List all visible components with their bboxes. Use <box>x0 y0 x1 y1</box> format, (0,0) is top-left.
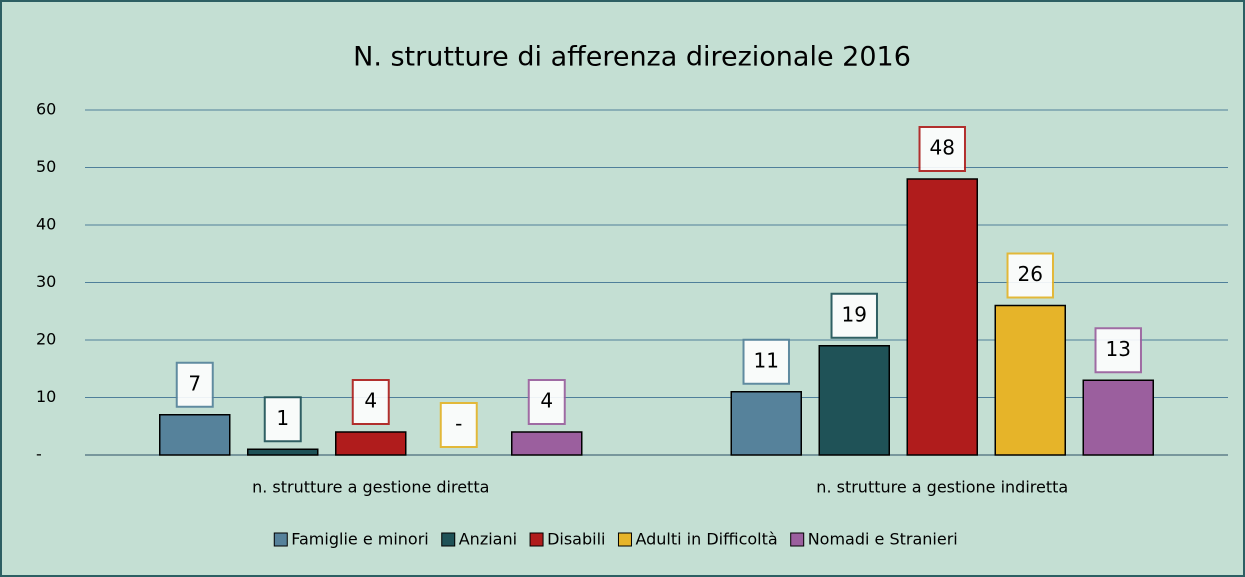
data-label-box <box>830 292 878 339</box>
bar <box>1082 379 1154 456</box>
data-label-box <box>1006 252 1054 299</box>
data-label: 7 <box>188 371 201 395</box>
data-label: 13 <box>1106 337 1131 361</box>
legend-label: Adulti in Difficoltà <box>635 530 777 549</box>
bar <box>159 414 231 456</box>
legend-label: Famiglie e minori <box>291 530 428 549</box>
data-label: 4 <box>540 389 553 413</box>
legend-swatch <box>441 532 456 547</box>
y-tick-label: 20 <box>36 330 56 349</box>
bar <box>994 304 1066 456</box>
data-label: 1 <box>276 406 289 430</box>
bar <box>335 431 407 456</box>
bar <box>818 345 890 456</box>
y-tick-label: 40 <box>36 215 56 234</box>
legend-swatch <box>790 532 805 547</box>
data-label: - <box>455 412 462 436</box>
data-label-box <box>351 379 390 425</box>
x-tick-label: n. strutture a gestione diretta <box>252 478 489 497</box>
legend-label: Anziani <box>459 530 517 549</box>
data-label-box <box>439 402 478 448</box>
data-label: 26 <box>1018 262 1043 286</box>
bar <box>247 448 319 456</box>
legend-swatch <box>529 532 544 547</box>
x-tick-label: n. strutture a gestione indiretta <box>816 478 1068 497</box>
data-label: 48 <box>930 136 955 160</box>
y-tick-label: 10 <box>36 387 56 406</box>
bar <box>730 391 802 456</box>
data-label-box <box>527 379 566 425</box>
legend-swatch <box>617 532 632 547</box>
data-label: 4 <box>364 389 377 413</box>
chart-title: N. strutture di afferenza direzionale 20… <box>353 42 911 73</box>
bar <box>906 178 978 456</box>
y-tick-label: 50 <box>36 157 56 176</box>
legend-label: Nomadi e Stranieri <box>808 530 958 549</box>
legend-label: Disabili <box>547 530 605 549</box>
data-label-box <box>1094 327 1142 374</box>
data-label-box <box>742 338 790 385</box>
data-label: 11 <box>754 348 779 372</box>
y-tick-label: - <box>36 445 42 464</box>
data-label-box <box>175 361 214 408</box>
y-tick-label: 30 <box>36 272 56 291</box>
data-label: 19 <box>842 302 867 326</box>
data-label-box <box>918 126 966 172</box>
bar <box>511 431 583 456</box>
legend-swatch <box>273 532 288 547</box>
data-label-box <box>263 396 302 443</box>
y-tick-label: 60 <box>36 100 56 119</box>
